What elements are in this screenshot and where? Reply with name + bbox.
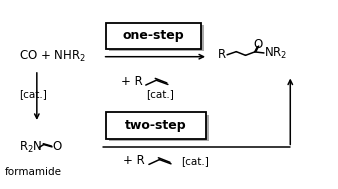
Text: NR$_2$: NR$_2$ (264, 45, 288, 60)
Text: + R: + R (123, 154, 145, 167)
Text: CO + NHR$_2$: CO + NHR$_2$ (19, 49, 86, 64)
Text: two-step: two-step (125, 119, 187, 132)
Text: O: O (254, 38, 263, 51)
Text: [cat.]: [cat.] (146, 90, 174, 99)
Text: [cat.]: [cat.] (181, 156, 209, 166)
FancyBboxPatch shape (108, 25, 204, 51)
Text: one-step: one-step (123, 29, 185, 42)
FancyBboxPatch shape (106, 23, 201, 49)
Text: + R: + R (121, 75, 143, 88)
FancyBboxPatch shape (108, 115, 209, 141)
Text: formamide: formamide (5, 167, 62, 177)
Text: R: R (218, 48, 226, 61)
Text: R$_2$N: R$_2$N (19, 140, 42, 155)
Text: O: O (52, 140, 61, 153)
Text: [cat.]: [cat.] (19, 90, 47, 99)
FancyBboxPatch shape (106, 112, 206, 139)
